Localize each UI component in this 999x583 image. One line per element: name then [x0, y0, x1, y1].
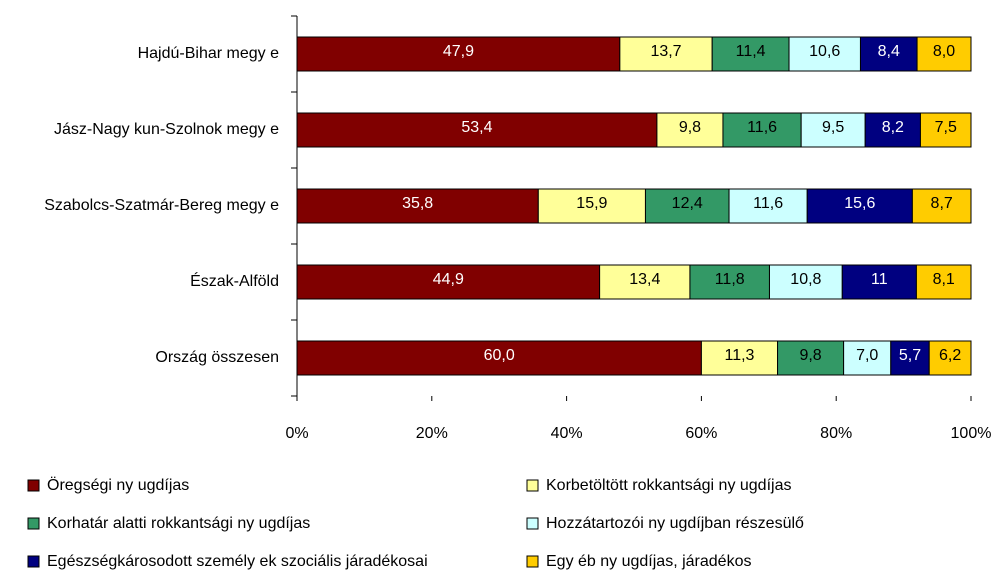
value-label: 13,4 [629, 271, 660, 288]
legend-swatch [27, 555, 40, 568]
bar-segment [296, 264, 601, 300]
value-label: 8,7 [931, 195, 953, 212]
legend-label: Korbetöltött rokkantsági ny ugdíjas [546, 477, 791, 494]
value-label: 35,8 [402, 195, 433, 212]
value-label: 15,6 [844, 195, 875, 212]
value-label: 7,5 [935, 119, 957, 136]
value-label: 13,7 [650, 43, 681, 60]
bar-segment [296, 188, 539, 224]
bar-segment [916, 36, 972, 72]
bar-segment [296, 340, 702, 376]
bar-segment [919, 112, 972, 148]
value-label: 6,2 [939, 347, 961, 364]
bar-segment [656, 112, 724, 148]
legend-swatch [27, 517, 40, 530]
value-label: 11,4 [736, 43, 766, 60]
bar-segment [928, 340, 972, 376]
bar-segment [296, 36, 621, 72]
value-label: 11,6 [753, 195, 783, 212]
bar-segment [296, 112, 658, 148]
value-label: 11 [871, 271, 888, 288]
value-label: 8,2 [882, 119, 904, 136]
bar-segment [806, 188, 913, 224]
value-label: 44,9 [433, 271, 464, 288]
bar-segment [768, 264, 843, 300]
x-tick-label: 100% [951, 425, 992, 442]
x-tick-label: 0% [285, 425, 308, 442]
value-label: 5,7 [899, 347, 921, 364]
value-label: 15,9 [576, 195, 607, 212]
bar-segment [722, 112, 802, 148]
bar-segment [728, 188, 808, 224]
value-label: 9,5 [822, 119, 844, 136]
y-tick-label: Észak-Alföld [190, 271, 279, 290]
x-tick-label: 60% [685, 425, 717, 442]
bar-segment [915, 264, 972, 300]
value-label: 9,8 [799, 347, 821, 364]
value-label: 8,0 [933, 43, 955, 60]
value-label: 9,8 [679, 119, 701, 136]
value-label: 8,1 [933, 271, 955, 288]
value-label: 8,4 [878, 43, 900, 60]
legend-swatch [526, 479, 539, 492]
y-tick-label: Szabolcs-Szatmár-Bereg megy e [44, 197, 279, 214]
value-label: 47,9 [443, 43, 474, 60]
bar-segment [841, 264, 917, 300]
bar-segment [859, 36, 918, 72]
value-label: 10,8 [790, 271, 821, 288]
bar-segment [800, 112, 866, 148]
y-tick-label: Ország összesen [155, 349, 279, 366]
value-label: 7,0 [856, 347, 878, 364]
legend-label: Egy éb ny ugdíjas, járadékos [546, 553, 751, 570]
legend-label: Egészségkárosodott személy ek szociális … [47, 553, 428, 570]
y-tick-label: Jász-Nagy kun-Szolnok megy e [54, 121, 279, 138]
legend-label: Hozzátartozói ny ugdíjban részesülő [546, 515, 804, 532]
x-tick-label: 80% [820, 425, 852, 442]
bar-segment [890, 340, 930, 376]
bar-segment [689, 264, 770, 300]
bar-segment [537, 188, 646, 224]
value-label: 12,4 [672, 195, 703, 212]
bar-segment [599, 264, 691, 300]
value-label: 10,6 [809, 43, 840, 60]
bar-segment [711, 36, 790, 72]
value-label: 60,0 [484, 347, 515, 364]
x-tick-label: 20% [416, 425, 448, 442]
bar-segment [619, 36, 713, 72]
x-tick-label: 40% [551, 425, 583, 442]
value-label: 11,8 [715, 271, 745, 288]
legend-swatch [526, 555, 539, 568]
y-tick-label: Hajdú-Bihar megy e [138, 45, 280, 62]
legend-label: Öregségi ny ugdíjas [47, 476, 189, 494]
legend-swatch [526, 517, 539, 530]
legend-swatch [27, 479, 40, 492]
value-label: 11,3 [725, 347, 755, 364]
bar-segment [843, 340, 892, 376]
value-label: 11,6 [747, 119, 777, 136]
value-label: 53,4 [461, 119, 492, 136]
bar-segment [911, 188, 972, 224]
bar-segment [777, 340, 845, 376]
legend-label: Korhatár alatti rokkantsági ny ugdíjas [47, 515, 310, 532]
